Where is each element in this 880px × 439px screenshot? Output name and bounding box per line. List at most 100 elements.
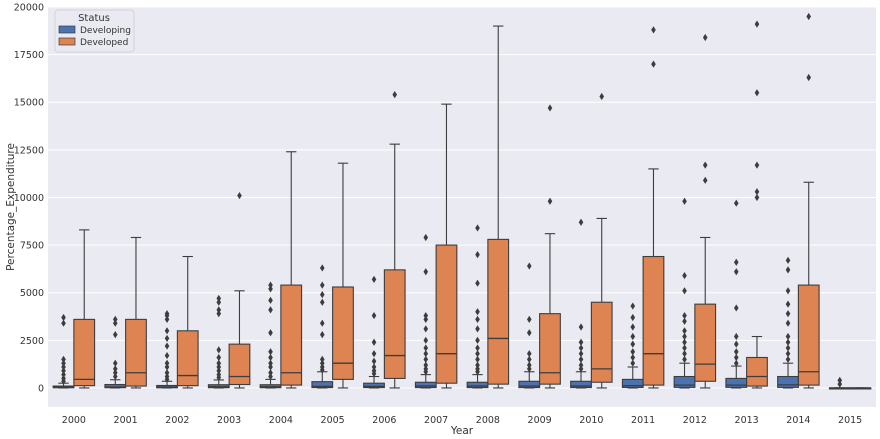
outlier-point [268,285,273,293]
box-developed-2014 [797,12,820,389]
outlier-point [578,218,584,226]
box-iqr [642,255,665,386]
outlier-point [112,359,118,367]
box-iqr [363,382,385,389]
outlier-point [785,338,791,346]
outlier-point [216,310,222,318]
outlier-point [164,334,170,343]
box-iqr [311,381,334,389]
box-developed-2003 [228,191,251,389]
y-axis-ticks: 0 2500 5000 7500 10000 12500 15000 17500 20000 [14,3,44,395]
box-iqr [228,343,251,386]
outlier-point [216,371,222,379]
outlier-point [112,319,118,327]
y-axis-label: Percentage_Expenditure [5,143,17,271]
outlier-point [837,380,843,388]
x-tick-label: 2010 [579,415,603,426]
box-developing-2004 [259,281,282,389]
outlier-point [475,361,480,369]
outlier-point [164,310,170,318]
outlier-point [268,281,273,289]
outlier-point [651,26,656,34]
outlier-point [216,294,222,303]
box-developing-2011 [621,302,644,389]
outlier-point [216,353,222,362]
outlier-point [682,197,687,205]
outlier-point [785,350,791,358]
outlier-point [651,60,656,68]
outlier-point [578,361,584,369]
x-tick-label: 2007 [424,415,448,426]
outlier-point [630,313,636,322]
outlier-point [682,287,687,295]
box-developed-2001 [125,236,147,389]
box-iqr [383,269,406,379]
outlier-point [806,12,812,21]
outlier-point [237,191,242,200]
outlier-point [164,363,170,371]
outlier-point [319,363,325,371]
outlier-point [785,310,791,318]
legend: Status Developing Developed [54,9,135,53]
outlier-point [630,332,636,341]
outlier-point [475,315,480,323]
x-tick-label: 2001 [114,415,138,426]
outlier-point [371,338,377,346]
outlier-point [268,296,273,304]
outlier-point [785,319,791,327]
x-axis-ticks: 2000 2001 2002 2003 2004 2005 2006 2007 2008 2009… [62,415,862,426]
outlier-point [61,355,66,363]
y-tick-label: 7500 [20,241,44,252]
outlier-point [216,298,222,306]
outlier-point [547,197,553,205]
outlier-point [526,262,532,270]
legend-label-developed: Developed [80,38,128,48]
y-tick-label: 2500 [20,336,44,347]
outlier-point [319,291,325,299]
outlier-point [547,104,553,112]
outlier-point [785,287,791,295]
x-tick-label: 2002 [165,415,189,426]
outlier-point [423,325,429,333]
outlier-point [630,302,636,310]
outlier-point [423,336,429,344]
outlier-point [268,359,273,367]
box-developing-2003 [207,294,230,389]
x-tick-label: 2009 [528,415,552,426]
outlier-point [216,367,222,375]
outlier-point [785,332,791,341]
box-developing-2000 [52,313,75,389]
outlier-point [423,355,429,363]
outlier-point [578,323,584,331]
outlier-point [112,331,118,339]
outlier-point [112,365,118,373]
y-tick-label: 15000 [14,98,44,109]
outlier-point [754,89,760,97]
box-developed-2002 [176,255,199,389]
outlier-point [268,372,273,381]
outlier-point [164,327,170,335]
outlier-point [733,359,739,367]
box-iqr [777,375,799,388]
box-groups [52,12,872,390]
box-developing-2002 [156,310,178,389]
x-tick-label: 2012 [683,415,707,426]
box-developed-2013 [746,20,768,389]
x-tick-label: 2000 [62,415,86,426]
outlier-point [319,319,325,327]
outlier-point [785,300,791,308]
y-tick-label: 10000 [14,193,44,204]
box-iqr [673,375,696,388]
outlier-point [785,344,791,352]
outlier-point [423,361,429,369]
outlier-point [319,264,325,272]
outlier-point [112,315,118,323]
outlier-point [475,224,480,232]
y-tick-label: 0 [38,383,44,394]
outlier-point [268,306,273,314]
outlier-point [423,365,429,373]
outlier-point [526,361,532,369]
outlier-point [164,342,170,350]
outlier-point [61,371,66,379]
box-developing-2009 [518,262,541,389]
